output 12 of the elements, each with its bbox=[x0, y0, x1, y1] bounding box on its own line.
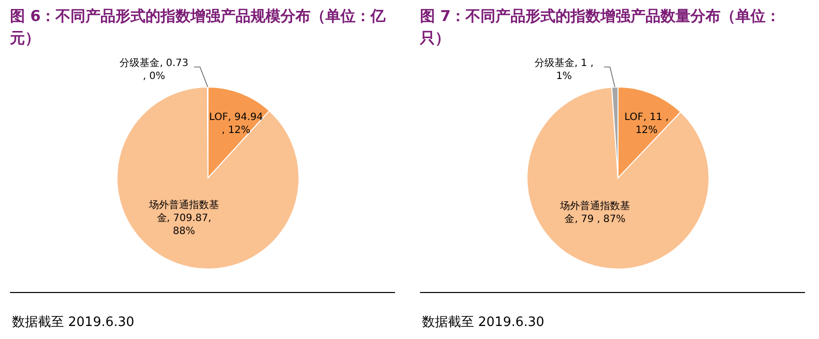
slice-label: LOF, 94.94 , 12% bbox=[209, 110, 264, 137]
chart-title: 图 7：不同产品形式的指数增强产品数量分布（单位：只） bbox=[420, 6, 782, 49]
slice-label: 分级基金, 0.73 , 0% bbox=[118, 57, 190, 83]
text: 数据截至 2019.6.30 bbox=[422, 314, 544, 331]
pie-slice bbox=[526, 86, 710, 270]
slice-label: 场外普通指数基金, 709.87, 88% bbox=[148, 199, 220, 238]
pie-slice bbox=[116, 86, 300, 270]
slice-label: 场外普通指数基金, 79 , 87% bbox=[559, 200, 632, 226]
text: 数据截至 2019.6.30 bbox=[12, 314, 134, 331]
slice-label: LOF, 11 , 12% bbox=[623, 110, 670, 137]
slice-label: 分级基金, 1 , 1% bbox=[533, 57, 595, 83]
chart-title: 图 6：不同产品形式的指数增强产品规模分布（单位：亿元） bbox=[10, 6, 387, 49]
